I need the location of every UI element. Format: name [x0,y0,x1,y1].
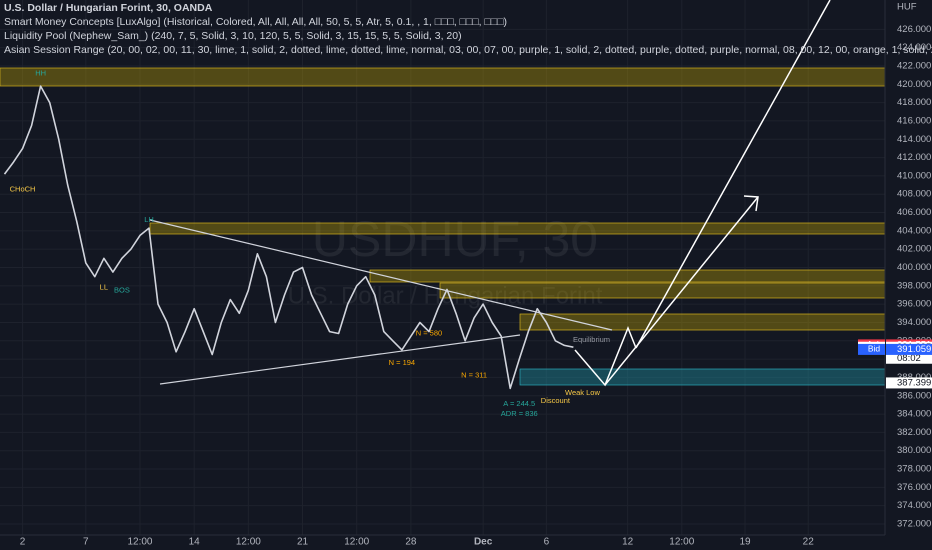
y-tick-label: 402.000 [897,244,931,255]
y-tick-label: 404.000 [897,225,931,236]
watermark-subtitle: U.S. Dollar / Hungarian Forint [288,282,603,309]
y-tick-label: 378.000 [897,464,931,475]
price-tag-bg [886,343,932,355]
y-tick-label: 374.000 [897,500,931,511]
y-tick-label: 382.000 [897,427,931,438]
y-tick-label: 396.000 [897,299,931,310]
x-tick-label: 12 [622,537,634,548]
x-tick-label: 7 [83,537,89,548]
zones [0,67,886,386]
y-tick-label: 410.000 [897,170,931,181]
y-tick-label: 422.000 [897,60,931,71]
x-tick-label: 12:00 [669,537,694,548]
y-tick-label: 412.000 [897,152,931,163]
y-tick-label: 426.000 [897,24,931,35]
projection-arrow [604,196,759,386]
y-tick-label: 384.000 [897,409,931,420]
x-tick-label: 19 [739,537,751,548]
legend: U.S. Dollar / Hungarian Forint, 30, OAND… [4,2,932,56]
supply-zone [0,67,886,87]
x-tick-label: 2 [20,537,26,548]
countdown: 08:02 [897,353,921,364]
drawings [149,0,831,387]
indicator: Asian Session Range (20, 00, 02, 00, 11,… [4,44,932,56]
trend-line [149,219,613,331]
annotation: LL [100,283,108,292]
price-axis [885,0,932,550]
price-tag-bg [886,377,932,389]
price-line [3,85,574,390]
x-tick-label: 12:00 [344,537,369,548]
annotation: LH [144,215,154,224]
y-tick-label: 420.000 [897,79,931,90]
price-tag-name-bg [858,343,885,355]
watermark: USDHUF, 30 [312,211,598,267]
annotation: N = 580 [416,328,442,337]
supply-zone [369,269,886,283]
annotation: A = 244.5 [503,399,535,408]
y-tick-label: 400.000 [897,262,931,273]
y-tick-label: 414.000 [897,134,931,145]
y-tick-label: 394.000 [897,317,931,328]
annotation: N = 311 [461,371,487,380]
annotation: Discount [541,396,571,405]
y-tick-label: 408.000 [897,189,931,200]
axes: 372.000 374.000 376.000 378.000 380.000 382.0… [20,24,932,548]
annotation: CHoCH [10,185,36,194]
supply-zone [519,313,886,331]
y-tick-label: 386.000 [897,390,931,401]
x-tick-label: 6 [544,537,550,548]
demand-zone [519,368,886,386]
annotation: HH [35,68,46,77]
annotation: Equilibrium [573,335,610,344]
grid [0,0,885,535]
indicator: Smart Money Concepts [LuxAlgo] (Historic… [4,16,507,28]
annotation: ADR = 836 [501,409,538,418]
x-tick-label: 12:00 [236,537,261,548]
projection [635,0,831,349]
x-tick-label: 28 [405,537,417,548]
y-tick-label: 376.000 [897,482,931,493]
annotation: Weak Low [565,388,600,397]
trend-line [159,334,521,385]
y-tick-label: 416.000 [897,115,931,126]
x-tick-label: 21 [297,537,309,548]
supply-zone [149,222,886,235]
price-tag: 387.399 [897,377,931,388]
x-tick-label: 22 [803,537,815,548]
price-tag-name: Bid [868,344,881,354]
x-tick-label: Dec [474,537,493,548]
indicator: Liquidity Pool (Nephew_Sam_) (240, 7, 5,… [4,30,462,42]
y-tick-label: 424.000 [897,42,931,53]
projection [574,325,637,387]
currency: HUF [897,2,917,13]
price-tag: 391.059 [897,344,931,355]
annotation: BOS [114,285,130,294]
plot: HH LH LL BOS CHoCH N = 194 N = 580 N = 311 A = 2… [3,68,610,418]
x-tick-label: 14 [189,537,201,548]
symbol-title: U.S. Dollar / Hungarian Forint, 30, OAND… [4,2,213,14]
x-tick-label: 12:00 [127,537,152,548]
arrow-head [743,195,759,212]
y-tick-label: 418.000 [897,97,931,108]
y-tick-label: 380.000 [897,445,931,456]
y-tick-label: 398.000 [897,280,931,291]
annotation: N = 194 [389,358,415,367]
y-tick-label: 406.000 [897,207,931,218]
supply-zone [439,282,886,299]
y-tick-label: 372.000 [897,519,931,530]
